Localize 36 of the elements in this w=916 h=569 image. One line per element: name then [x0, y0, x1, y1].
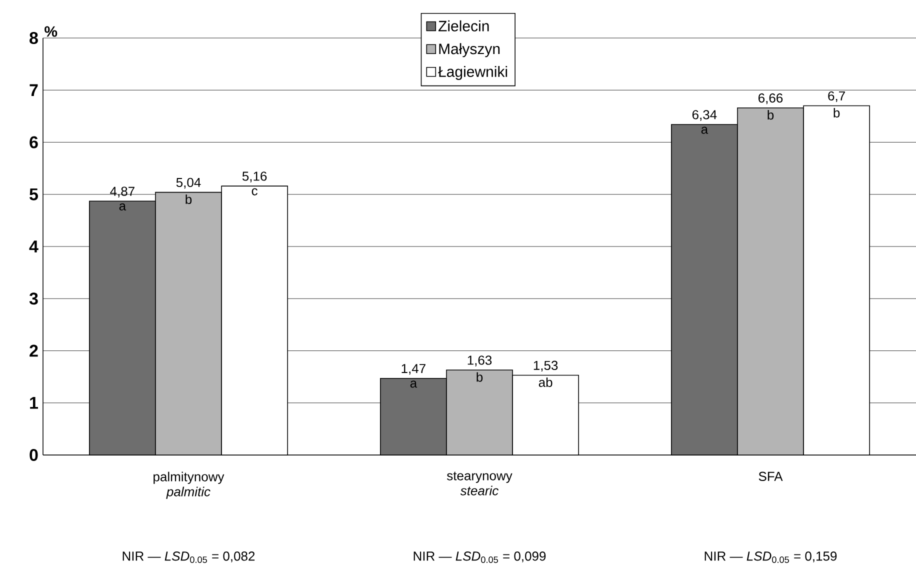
x-tick-label: stearynowy stearic [446, 472, 512, 496]
annotation: c [252, 188, 258, 196]
y-tick-label: 3 [29, 292, 38, 305]
y-tick-label: 0 [30, 448, 38, 462]
y-tick-label: 6 [30, 136, 38, 148]
x-tick-label: SFA [758, 472, 783, 481]
text: NIR — LSD$_{0.05}$ = 0,159 [704, 552, 837, 563]
annotation: a [701, 126, 708, 134]
y-tick-label: 4 [29, 240, 38, 252]
legend-label: Zielecin [438, 20, 489, 32]
annotation: a [410, 380, 418, 388]
y-tick-label: 7 [30, 84, 38, 96]
text: NIR — LSD$_{0.05}$ = 0,082 [122, 552, 255, 563]
y-tick-label: 2 [30, 344, 38, 357]
data-label: 6,7 [828, 91, 845, 102]
data-label: 6,66 [758, 93, 783, 104]
y-axis-title: % [44, 26, 58, 37]
y-tick-label: 8 [30, 32, 38, 44]
annotation: ab [538, 377, 552, 387]
legend-label: Łagiewniki [438, 66, 508, 80]
annotation: b [476, 372, 483, 382]
data-label: 1,47 [402, 364, 426, 375]
y-tick-label: 5 [30, 188, 38, 200]
x-tick-label: palmitynowy palmitic [154, 472, 224, 499]
annotation: b [834, 108, 840, 118]
data-label: 5,16 [242, 172, 267, 182]
data-label: 6,34 [692, 110, 717, 121]
text: NIR — LSD$_{0.05}$ = 0,099 [414, 552, 546, 563]
data-label: 5,04 [176, 178, 201, 189]
data-label: 1,63 [468, 356, 492, 366]
annotation: b [186, 194, 192, 204]
legend-label: Małyszyn [439, 43, 500, 58]
y-tick-label: 1 [30, 397, 38, 409]
data-label: 1,53 [534, 360, 558, 372]
annotation: a [119, 203, 126, 210]
annotation: b [768, 110, 774, 120]
